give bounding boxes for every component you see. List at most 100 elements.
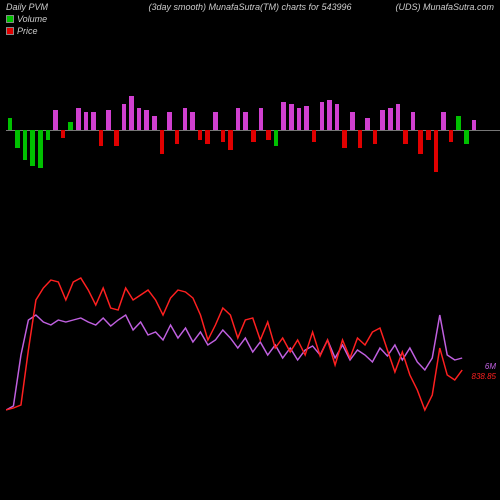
price-lines-svg bbox=[6, 260, 494, 440]
volume-bar bbox=[113, 70, 121, 190]
volume-bar bbox=[97, 70, 105, 190]
volume-bar-rect bbox=[243, 112, 248, 130]
volume-bar-rect bbox=[312, 130, 317, 142]
volume-bar-rect bbox=[46, 130, 51, 140]
volume-bar-rect bbox=[53, 110, 58, 130]
volume-bar bbox=[432, 70, 440, 190]
volume-bar-rect bbox=[441, 112, 446, 130]
volume-bar-rect bbox=[160, 130, 165, 154]
volume-bar-rect bbox=[144, 110, 149, 130]
volume-bar-rect bbox=[91, 112, 96, 130]
volume-bar bbox=[356, 70, 364, 190]
volume-bar-rect bbox=[205, 130, 210, 144]
volume-bar-rect bbox=[464, 130, 469, 144]
volume-bar-rect bbox=[228, 130, 233, 150]
volume-bar-rect bbox=[23, 130, 28, 160]
volume-bar bbox=[318, 70, 326, 190]
volume-bar bbox=[143, 70, 151, 190]
volume-bar bbox=[14, 70, 22, 190]
volume-bar bbox=[21, 70, 29, 190]
volume-bar bbox=[227, 70, 235, 190]
volume-bar bbox=[189, 70, 197, 190]
volume-bar bbox=[386, 70, 394, 190]
volume-bar-rect bbox=[137, 108, 142, 130]
volume-bar-rect bbox=[129, 96, 134, 130]
volume-bar bbox=[52, 70, 60, 190]
title-right: (UDS) MunafaSutra.com bbox=[395, 2, 494, 12]
volume-bar-rect bbox=[198, 130, 203, 140]
volume-bar bbox=[280, 70, 288, 190]
volume-bar-rect bbox=[190, 112, 195, 130]
legend-volume: Volume bbox=[6, 14, 47, 24]
volume-bar-rect bbox=[61, 130, 66, 138]
volume-bar-rect bbox=[114, 130, 119, 146]
volume-bar bbox=[219, 70, 227, 190]
volume-bar bbox=[36, 70, 44, 190]
volume-bar-rect bbox=[122, 104, 127, 130]
volume-bar bbox=[128, 70, 136, 190]
volume-bar bbox=[6, 70, 14, 190]
volume-bar-rect bbox=[297, 108, 302, 130]
volume-bar bbox=[341, 70, 349, 190]
volume-bar-rect bbox=[251, 130, 256, 142]
volume-bar bbox=[250, 70, 258, 190]
volume-bar-rect bbox=[274, 130, 279, 146]
volume-bar bbox=[242, 70, 250, 190]
volume-bar-rect bbox=[327, 100, 332, 130]
volume-bar-rect bbox=[38, 130, 43, 168]
volume-bar-rect bbox=[167, 112, 172, 130]
price-last-label: 838.85 bbox=[472, 372, 496, 381]
volume-bar bbox=[303, 70, 311, 190]
volume-bar bbox=[82, 70, 90, 190]
volume-bar-rect bbox=[472, 120, 477, 130]
volume-bar-rect bbox=[8, 118, 13, 130]
volume-bar-rect bbox=[456, 116, 461, 130]
legend-volume-label: Volume bbox=[17, 14, 47, 24]
volume-bar bbox=[326, 70, 334, 190]
volume-bar-rect bbox=[396, 104, 401, 130]
volume-bar bbox=[348, 70, 356, 190]
volume-bar bbox=[44, 70, 52, 190]
volume-chart bbox=[6, 70, 494, 190]
volume-bar bbox=[151, 70, 159, 190]
volume-bar bbox=[379, 70, 387, 190]
volume-bar-rect bbox=[304, 106, 309, 130]
volume-bar bbox=[59, 70, 67, 190]
volume-bar bbox=[447, 70, 455, 190]
volume-bar-rect bbox=[350, 112, 355, 130]
volume-bar-rect bbox=[418, 130, 423, 154]
volume-bar-rect bbox=[213, 112, 218, 130]
chart-header: Daily PVM (3day smooth) MunafaSutra(TM) … bbox=[0, 2, 500, 16]
legend-price-label: Price bbox=[17, 26, 38, 36]
legend-price: Price bbox=[6, 26, 47, 36]
volume-bar-rect bbox=[426, 130, 431, 140]
volume-bars-container bbox=[6, 70, 478, 190]
volume-bar bbox=[173, 70, 181, 190]
volume-bar-rect bbox=[152, 116, 157, 130]
volume-bar-rect bbox=[175, 130, 180, 144]
volume-bar-rect bbox=[388, 108, 393, 130]
volume-bar bbox=[364, 70, 372, 190]
volume-bar-rect bbox=[266, 130, 271, 140]
volume-bar-rect bbox=[335, 104, 340, 130]
volume-bar-rect bbox=[373, 130, 378, 144]
price-swatch bbox=[6, 27, 14, 35]
volume-bar-rect bbox=[434, 130, 439, 172]
secondary-line bbox=[6, 315, 462, 410]
volume-bar bbox=[90, 70, 98, 190]
volume-bar bbox=[371, 70, 379, 190]
volume-bar-rect bbox=[449, 130, 454, 142]
volume-bar bbox=[402, 70, 410, 190]
price-chart bbox=[6, 260, 494, 440]
volume-bar-rect bbox=[221, 130, 226, 142]
volume-bar bbox=[310, 70, 318, 190]
volume-bar bbox=[234, 70, 242, 190]
volume-bar bbox=[67, 70, 75, 190]
volume-bar bbox=[166, 70, 174, 190]
volume-bar bbox=[204, 70, 212, 190]
volume-bar bbox=[425, 70, 433, 190]
volume-bar-rect bbox=[99, 130, 104, 146]
volume-bar bbox=[29, 70, 37, 190]
volume-bar bbox=[211, 70, 219, 190]
title-left: Daily PVM bbox=[6, 2, 48, 12]
